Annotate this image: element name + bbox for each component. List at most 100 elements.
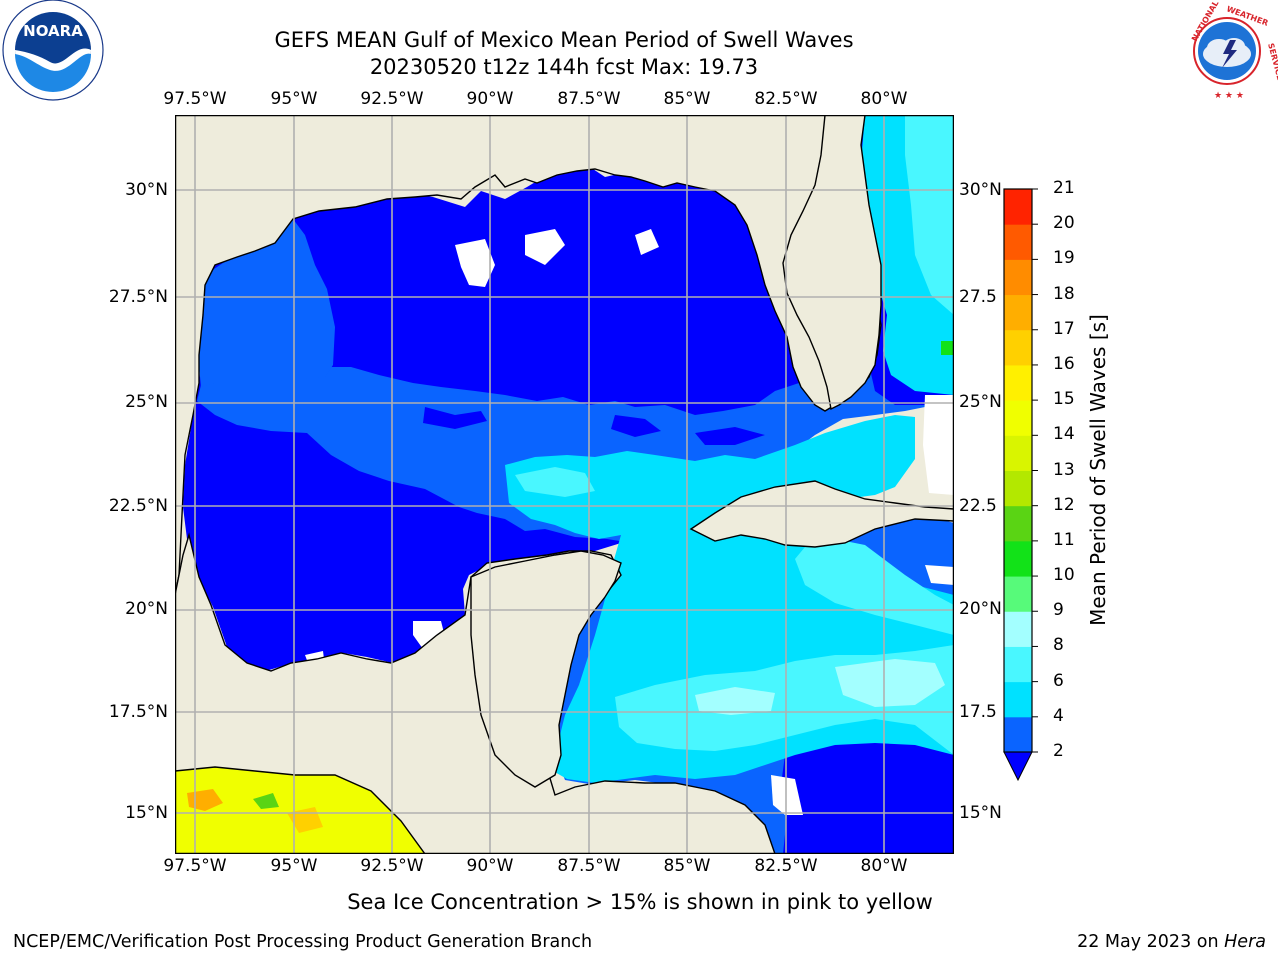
- no-data-patch: [923, 395, 954, 495]
- svg-text:★ ★ ★: ★ ★ ★: [1214, 91, 1244, 101]
- colorbar-under-arrow: [1003, 751, 1033, 782]
- no-data-patch: [771, 775, 803, 815]
- swell-period-map: [175, 115, 954, 854]
- colorbar-tick-label: 2: [1053, 741, 1064, 761]
- mid-blue-nw: [197, 219, 335, 387]
- lat-label-left: 25°N: [125, 392, 168, 412]
- colorbar-band: [1004, 505, 1032, 542]
- lat-label-left: 15°N: [125, 803, 168, 823]
- colorbar-bands: [1004, 189, 1032, 753]
- colorbar-band: [1004, 646, 1032, 683]
- lat-label-left: 20°N: [125, 599, 168, 619]
- lon-label-top: 80°W: [860, 89, 908, 109]
- colorbar-band: [1004, 259, 1032, 296]
- deep-blue-blob: [695, 427, 765, 445]
- graticule: [175, 115, 954, 854]
- lon-label-top: 85°W: [663, 89, 711, 109]
- colorbar-band: [1004, 435, 1032, 471]
- lon-label-bottom: 80°W: [860, 856, 908, 876]
- colorbar-tick-label: 4: [1053, 705, 1064, 726]
- light-cyan-patch: [515, 467, 595, 497]
- colorbar-tick-label: 18: [1053, 283, 1075, 304]
- noaa-logo-graphic: NOARA: [2, 0, 104, 101]
- noaa-logo-text: NOARA: [23, 22, 83, 40]
- deep-blue-blob: [423, 407, 487, 429]
- atlantic-light-cyan: [905, 115, 954, 315]
- lon-label-top: 90°W: [466, 89, 514, 109]
- lat-label-left: 30°N: [125, 180, 168, 200]
- deep-blue-blob: [611, 415, 661, 437]
- map-frame: [175, 115, 954, 854]
- colorbar-band: [1004, 224, 1032, 260]
- footer-date-text: 22 May 2023 on: [1077, 932, 1225, 952]
- colorbar-tick-label: 11: [1053, 529, 1075, 550]
- lon-label-bottom: 92.5°W: [360, 856, 424, 876]
- colorbar-band: [1004, 716, 1032, 753]
- colorbar: [1003, 188, 1038, 782]
- no-data-patch: [925, 565, 954, 585]
- nws-logo-graphic: NATIONAL WEATHER SERVICE ★ ★ ★: [1180, 0, 1280, 101]
- lat-label-right: 27.5: [959, 287, 997, 307]
- lat-label-right: 22.5: [959, 496, 997, 516]
- lat-label-left: 27.5°N: [108, 287, 168, 307]
- lat-label-right: 17.5: [959, 702, 997, 722]
- lon-label-bottom: 87.5°W: [557, 856, 621, 876]
- lat-label-right: 20°N: [959, 599, 1002, 619]
- colorbar-tick-label: 6: [1053, 670, 1064, 691]
- lat-label-left: 17.5°N: [108, 702, 168, 722]
- map-title: GEFS MEAN Gulf of Mexico Mean Period of …: [274, 28, 854, 52]
- no-data-patch: [525, 229, 565, 265]
- lon-label-top: 82.5°W: [754, 89, 818, 109]
- pale-cyan-patch: [695, 687, 775, 715]
- colorbar-band: [1004, 294, 1032, 331]
- map-subtitle: 20230520 t12z 144h fcst Max: 19.73: [369, 55, 759, 79]
- colorbar-tick-label: 13: [1053, 459, 1075, 480]
- footer-branch: NCEP/EMC/Verification Post Processing Pr…: [13, 932, 593, 952]
- lat-label-right: 15°N: [959, 803, 1002, 823]
- colorbar-band: [1004, 611, 1032, 647]
- colorbar-band: [1004, 329, 1032, 366]
- lat-label-left: 22.5°N: [108, 496, 168, 516]
- colorbar-tick-label: 15: [1053, 389, 1075, 410]
- sea-ice-note: Sea Ice Concentration > 15% is shown in …: [347, 890, 933, 914]
- colorbar-tick-label: 10: [1053, 565, 1075, 586]
- colorbar-tick-label: 19: [1053, 248, 1075, 269]
- no-data-patch: [635, 229, 659, 255]
- noaa-logo: NOARA: [0, 0, 106, 104]
- lon-label-top: 87.5°W: [557, 89, 621, 109]
- pacific-green-patch: [253, 793, 279, 809]
- lon-label-bottom: 90°W: [466, 856, 514, 876]
- lon-label-bottom: 95°W: [270, 856, 318, 876]
- colorbar-title: Mean Period of Swell Waves [s]: [1086, 314, 1110, 626]
- lon-label-bottom: 82.5°W: [754, 856, 818, 876]
- colorbar-tick-label: 9: [1053, 600, 1064, 621]
- lon-label-bottom: 97.5°W: [163, 856, 227, 876]
- atlantic-green-cell: [941, 341, 954, 355]
- mexico-land: [175, 532, 776, 854]
- colorbar-tick-label: 14: [1053, 424, 1075, 445]
- colorbar-band: [1004, 364, 1032, 401]
- colorbar-band: [1004, 470, 1032, 507]
- pale-cyan-patch: [835, 659, 945, 707]
- lat-label-right: 30°N: [959, 180, 1002, 200]
- cuba-land: [689, 480, 954, 548]
- colorbar-tick-label: 17: [1053, 318, 1075, 339]
- lat-label-right: 25°N: [959, 392, 1002, 412]
- caribbean-deep-blue: [781, 727, 954, 854]
- colorbar-tick-label: 16: [1053, 353, 1075, 374]
- colorbar-band: [1004, 400, 1032, 436]
- footer-date: 22 May 2023 on Hera: [1077, 932, 1266, 952]
- colorbar-band: [1004, 540, 1032, 577]
- lon-label-top: 92.5°W: [360, 89, 424, 109]
- florida-land: [782, 115, 882, 411]
- colorbar-tick-label: 20: [1053, 213, 1075, 234]
- colorbar-band: [1004, 189, 1032, 225]
- lon-label-bottom: 85°W: [663, 856, 711, 876]
- colorbar-band: [1004, 681, 1032, 718]
- colorbar-tick-label: 12: [1053, 494, 1075, 515]
- pacific-orange-patch: [187, 789, 223, 811]
- colorbar-band: [1004, 576, 1032, 612]
- colorbar-ticks: [1032, 188, 1038, 753]
- colorbar-tick-label: 21: [1053, 178, 1075, 198]
- no-data-patch: [455, 239, 495, 287]
